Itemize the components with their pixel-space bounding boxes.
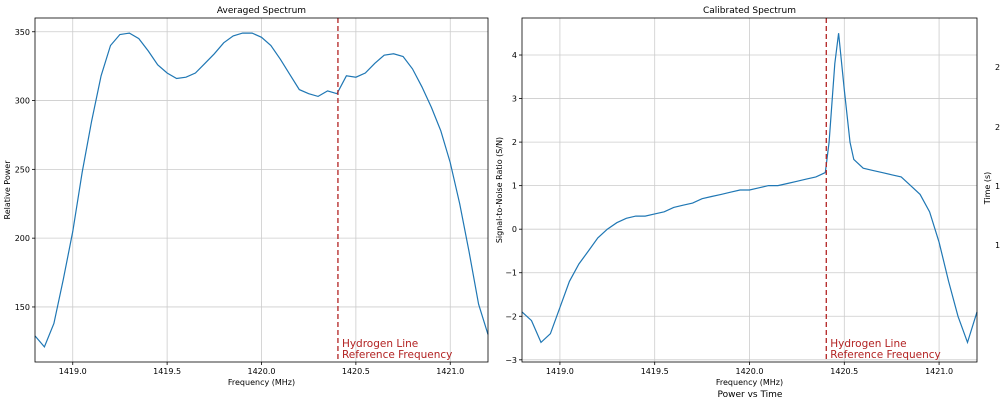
y-axis-label: Signal-to-Noise Ratio (S/N) [495,137,504,243]
y-tick-label: 3 [512,95,517,104]
x-tick-label: 1420.5 [342,367,370,376]
x-axis-label: Frequency (MHz) [716,378,783,387]
y-axis-label: Relative Power [3,160,12,220]
y-tick-label: −2 [505,312,517,321]
reference-label: Hydrogen Line [342,338,418,350]
y-tick-label: 200 [15,234,30,243]
right-tick-fragment: 2 [995,123,1000,132]
reference-label: Reference Frequency [342,349,452,361]
reference-label: Reference Frequency [830,349,940,361]
series-line [521,33,978,345]
reference-label: Hydrogen Line [830,338,906,350]
x-tick-label: 1419.0 [59,367,87,376]
x-tick-label: 1419.0 [546,367,574,376]
right-axis-label: Time (s) [983,172,992,206]
x-tick-label: 1419.5 [641,367,669,376]
right-tick-fragment: 2 [995,63,1000,72]
y-tick-label: −3 [505,356,517,365]
y-tick-label: 2 [512,138,517,147]
right-tick-fragment: 1 [995,182,1000,191]
bottom-title: Power vs Time [718,390,783,400]
y-tick-label: 350 [15,28,30,37]
series-line [34,32,489,349]
right-tick-fragment: 1 [995,241,1000,250]
x-tick-label: 1420.0 [736,367,764,376]
y-tick-label: 300 [15,97,30,106]
x-tick-label: 1419.5 [153,367,181,376]
chart-title: Calibrated Spectrum [703,6,796,16]
y-tick-label: 250 [15,165,30,174]
chart-title: Averaged Spectrum [217,6,306,16]
y-tick-label: 4 [512,51,517,60]
y-tick-label: 150 [15,303,30,312]
y-tick-label: −1 [505,269,517,278]
y-tick-label: 1 [512,182,517,191]
x-tick-label: 1420.5 [830,367,858,376]
x-tick-label: 1421.0 [925,367,953,376]
x-tick-label: 1421.0 [436,367,464,376]
x-tick-label: 1420.0 [248,367,276,376]
x-axis-label: Frequency (MHz) [228,378,295,387]
y-tick-label: 0 [512,225,517,234]
